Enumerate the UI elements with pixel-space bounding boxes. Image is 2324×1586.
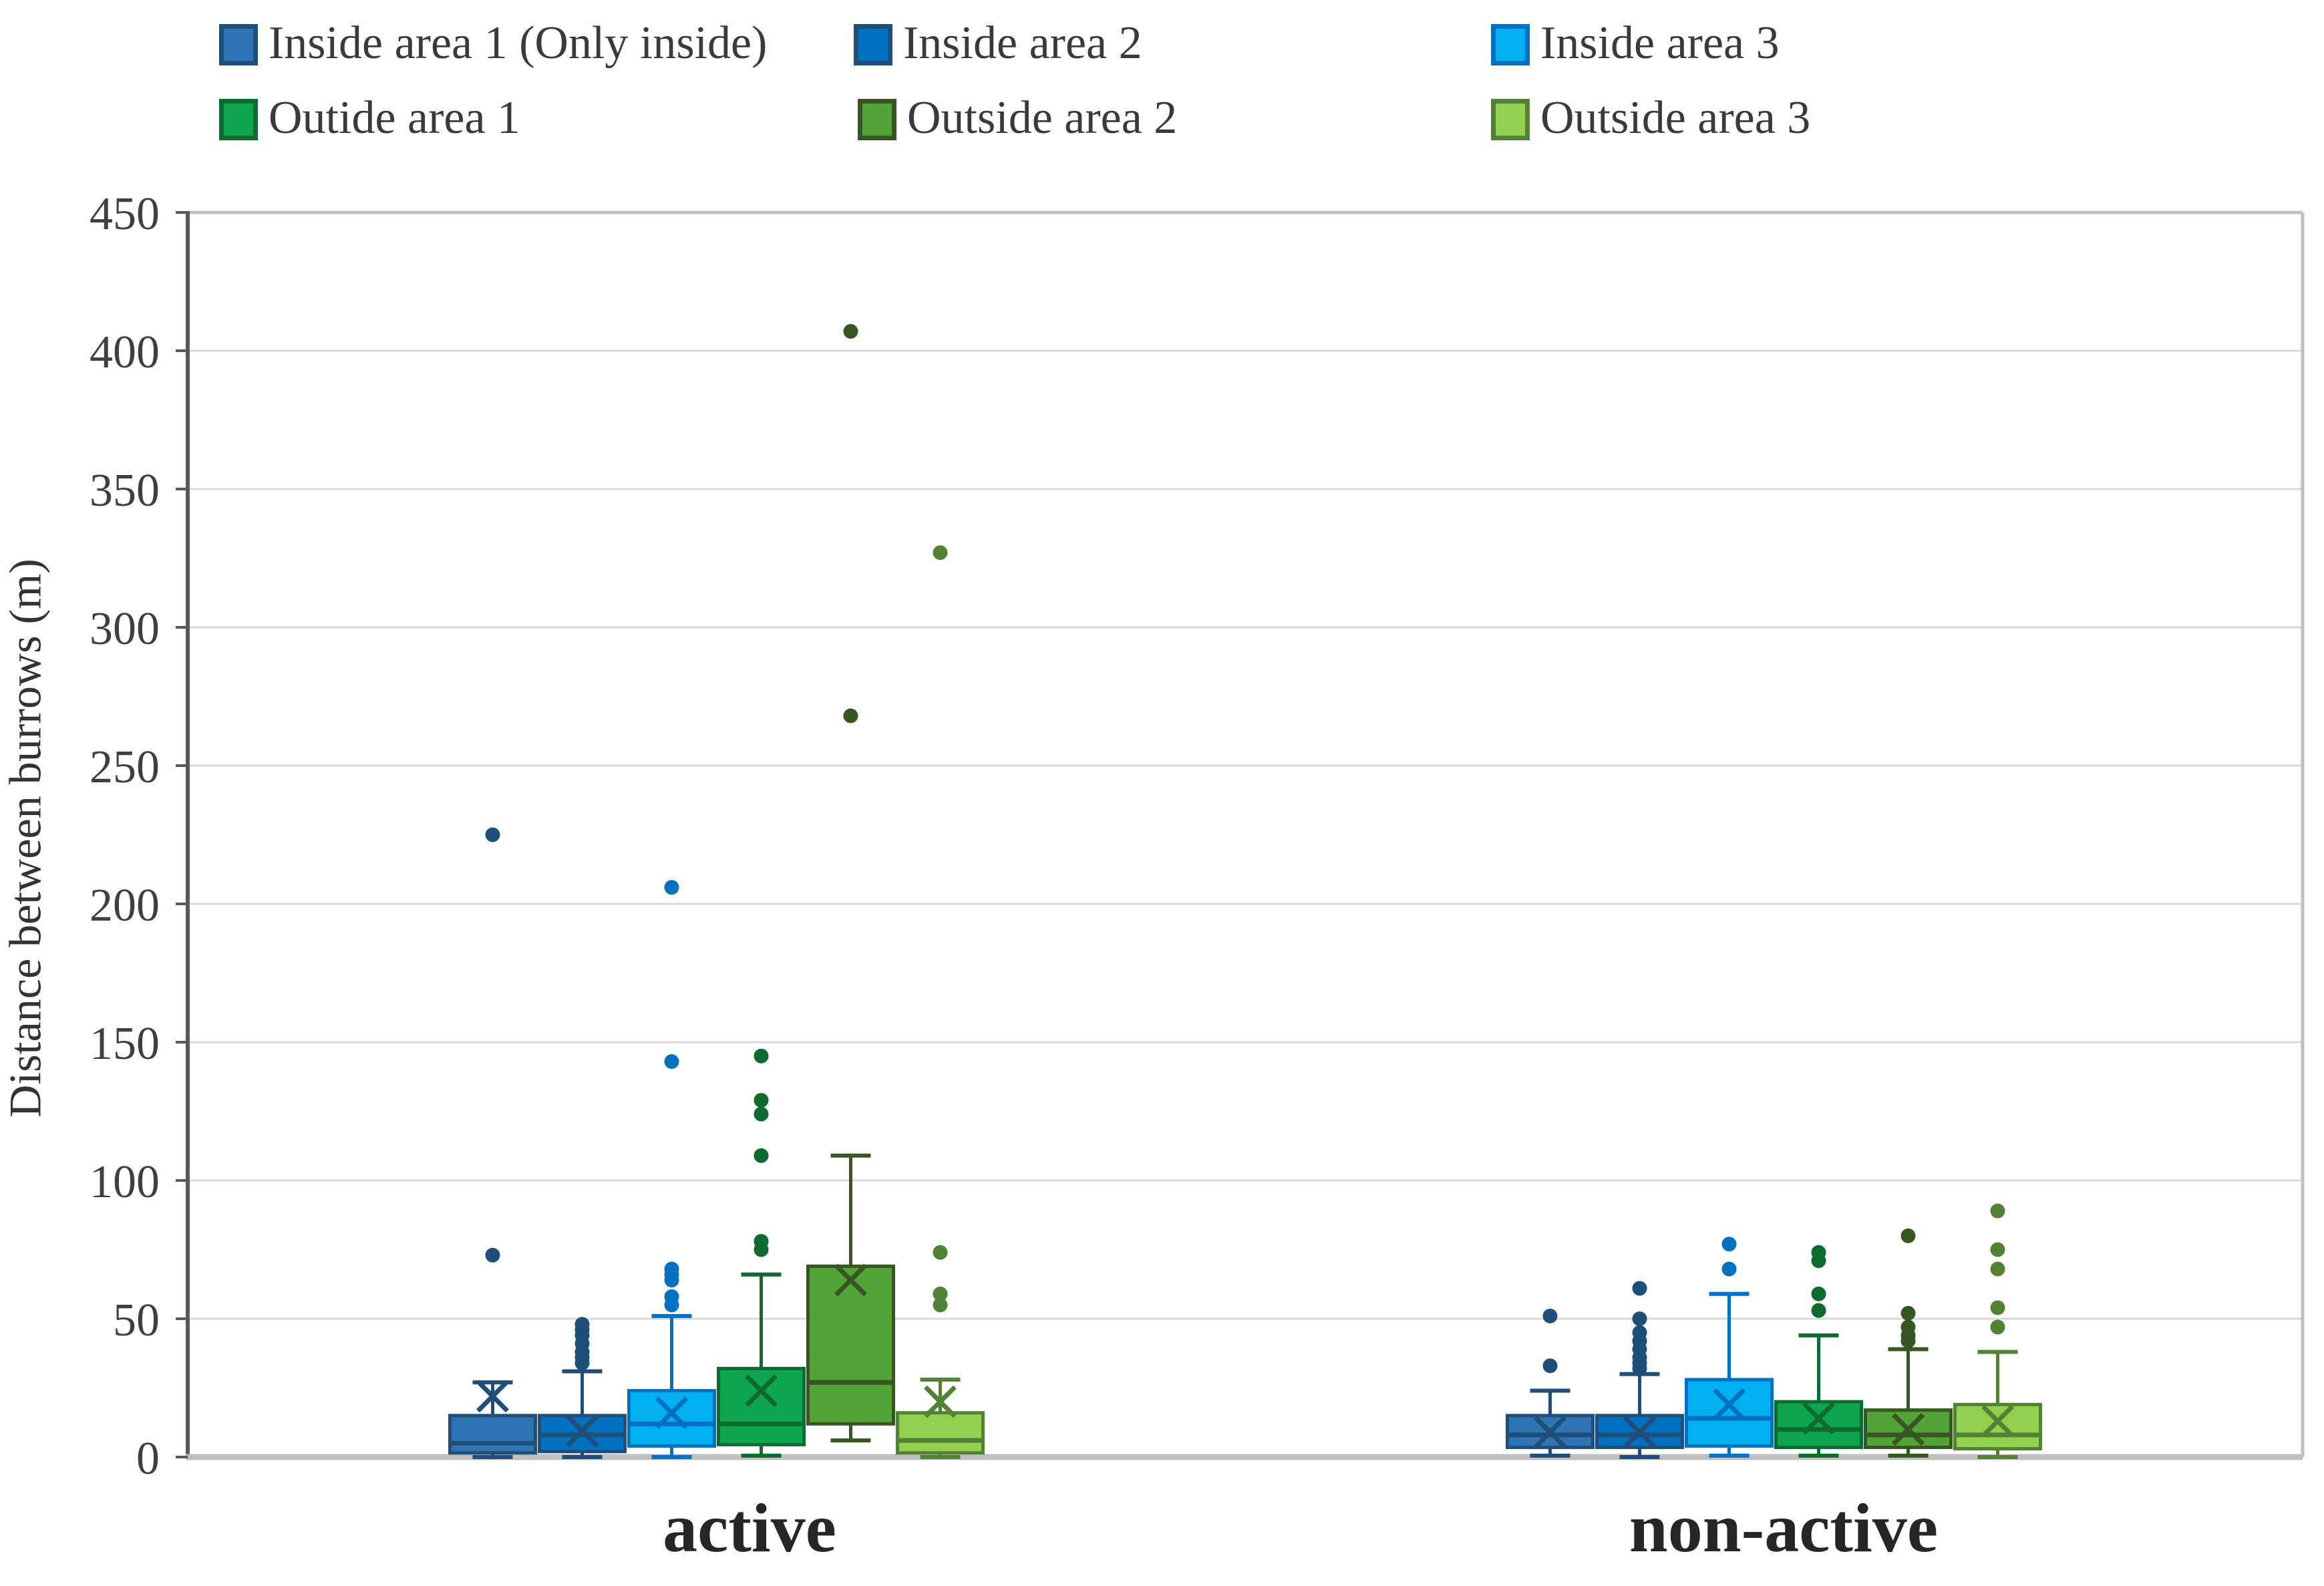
legend-label: Outside area 3 <box>1540 92 1811 144</box>
y-tick-label: 300 <box>90 603 160 655</box>
y-tick-label: 250 <box>90 742 160 793</box>
mean-marker-active-inside-area-1-only-inside- <box>476 1380 509 1413</box>
mean-marker-non-active-inside-area-3 <box>1713 1388 1746 1421</box>
box-non-active-outide-area-1[interactable] <box>1774 1400 1863 1450</box>
legend-label: Outide area 1 <box>269 92 521 144</box>
legend-swatch-inside-area-1-icon <box>219 24 258 65</box>
outlier-point-non-active-outside-area-3[interactable] <box>1990 1319 2005 1335</box>
outlier-point-active-outide-area-1[interactable] <box>754 1106 769 1122</box>
x-category-label-active: active <box>663 1490 836 1567</box>
box-active-outside-area-2[interactable] <box>806 1264 895 1426</box>
y-tick-label: 350 <box>90 465 160 516</box>
outlier-point-non-active-inside-area-1-only-inside-[interactable] <box>1542 1358 1558 1374</box>
outlier-point-non-active-outide-area-1[interactable] <box>1811 1245 1826 1260</box>
mean-marker-non-active-inside-area-1-only-inside- <box>1534 1416 1566 1449</box>
legend-item-inside-area-3[interactable]: Inside area 3 <box>1491 20 1780 67</box>
outlier-point-non-active-outside-area-3[interactable] <box>1990 1203 2005 1219</box>
outlier-point-non-active-inside-area-2[interactable] <box>1632 1281 1647 1296</box>
outlier-point-active-outide-area-1[interactable] <box>754 1148 769 1163</box>
outlier-point-active-inside-area-2[interactable] <box>574 1317 590 1332</box>
legend-swatch-inside-area-3-icon <box>1491 24 1530 65</box>
mean-marker-active-inside-area-2 <box>566 1414 599 1448</box>
outlier-point-non-active-inside-area-2[interactable] <box>1632 1325 1647 1340</box>
legend-item-inside-area-2[interactable]: Inside area 2 <box>854 20 1142 67</box>
outlier-point-active-outide-area-1[interactable] <box>754 1092 769 1108</box>
outlier-point-non-active-outside-area-2[interactable] <box>1900 1305 1916 1321</box>
outlier-point-non-active-inside-area-2[interactable] <box>1632 1311 1647 1326</box>
outlier-point-active-outside-area-3[interactable] <box>933 1286 948 1301</box>
legend-item-outside-area-2[interactable]: Outside area 2 <box>858 95 1177 142</box>
box-active-outside-area-3[interactable] <box>896 1411 985 1455</box>
outlier-point-active-inside-area-1-only-inside-[interactable] <box>485 827 500 842</box>
outlier-point-non-active-outside-area-2[interactable] <box>1900 1319 1916 1335</box>
legend-swatch-outside-area-2-icon <box>858 99 896 140</box>
outlier-point-active-outide-area-1[interactable] <box>754 1048 769 1064</box>
outlier-point-active-outside-area-3[interactable] <box>933 1245 948 1260</box>
legend-item-inside-area-1[interactable]: Inside area 1 (Only inside) <box>219 20 767 67</box>
outlier-point-active-outside-area-2[interactable] <box>843 324 858 339</box>
box-non-active-inside-area-2[interactable] <box>1595 1414 1684 1450</box>
mean-marker-non-active-outside-area-2 <box>1892 1413 1925 1446</box>
outlier-point-non-active-outside-area-3[interactable] <box>1990 1242 2005 1257</box>
outlier-point-non-active-outide-area-1[interactable] <box>1811 1303 1826 1318</box>
outlier-point-active-outside-area-3[interactable] <box>933 1297 948 1313</box>
y-tick-label: 0 <box>136 1433 160 1484</box>
mean-marker-non-active-inside-area-2 <box>1623 1416 1656 1449</box>
box-active-inside-area-1-only-inside-[interactable] <box>448 1414 537 1455</box>
mean-marker-active-inside-area-3 <box>655 1396 688 1430</box>
y-tick-label: 200 <box>90 880 160 931</box>
legend-swatch-outside-area-3-icon <box>1491 99 1530 140</box>
outlier-point-non-active-inside-area-3[interactable] <box>1721 1261 1737 1277</box>
legend-swatch-outside-area-1-icon <box>219 99 258 140</box>
legend-row-2: Outide area 1 Outside area 2 Outside are… <box>0 95 2324 168</box>
legend-row-1: Inside area 1 (Only inside) Inside area … <box>0 20 2324 94</box>
legend-label: Inside area 1 (Only inside) <box>269 17 768 69</box>
outlier-point-active-inside-area-3[interactable] <box>664 880 679 895</box>
legend-label: Outside area 2 <box>907 92 1178 144</box>
y-tick-label: 400 <box>90 327 160 378</box>
legend-label: Inside area 3 <box>1540 17 1780 69</box>
outlier-point-active-outside-area-3[interactable] <box>933 545 948 561</box>
outlier-point-active-inside-area-3[interactable] <box>664 1054 679 1069</box>
legend-swatch-inside-area-2-icon <box>854 24 892 65</box>
y-tick-label: 150 <box>90 1018 160 1070</box>
box-active-outide-area-1[interactable] <box>717 1367 806 1446</box>
y-tick-label: 450 <box>90 188 160 240</box>
box-active-inside-area-3[interactable] <box>627 1389 716 1448</box>
mean-marker-active-outside-area-3 <box>924 1385 957 1418</box>
legend-label: Inside area 2 <box>903 17 1142 69</box>
mean-marker-non-active-outside-area-3 <box>1981 1404 2014 1438</box>
legend-item-outside-area-1[interactable]: Outide area 1 <box>219 95 520 142</box>
x-category-label-non-active: non-active <box>1629 1490 1939 1567</box>
outlier-point-active-inside-area-3[interactable] <box>664 1289 679 1304</box>
outlier-point-non-active-outside-area-2[interactable] <box>1900 1228 1916 1243</box>
outlier-point-active-outide-area-1[interactable] <box>754 1234 769 1249</box>
mean-marker-active-outide-area-1 <box>745 1374 778 1408</box>
outlier-point-non-active-outside-area-3[interactable] <box>1990 1261 2005 1277</box>
box-non-active-outside-area-3[interactable] <box>1953 1402 2042 1451</box>
legend-item-outside-area-3[interactable]: Outside area 3 <box>1491 95 1810 142</box>
box-non-active-inside-area-3[interactable] <box>1685 1378 1774 1448</box>
y-tick-label: 100 <box>90 1156 160 1208</box>
outlier-point-non-active-outide-area-1[interactable] <box>1811 1286 1826 1301</box>
outlier-point-active-inside-area-1-only-inside-[interactable] <box>485 1247 500 1263</box>
outlier-point-non-active-inside-area-1-only-inside-[interactable] <box>1542 1308 1558 1323</box>
box-non-active-outside-area-2[interactable] <box>1864 1408 1953 1450</box>
outlier-point-active-outside-area-2[interactable] <box>843 708 858 724</box>
outlier-point-active-inside-area-3[interactable] <box>664 1261 679 1277</box>
mean-marker-non-active-outide-area-1 <box>1802 1402 1835 1435</box>
mean-marker-active-outside-area-2 <box>834 1263 867 1297</box>
outlier-point-non-active-outside-area-3[interactable] <box>1990 1300 2005 1315</box>
y-tick-label: 50 <box>113 1295 160 1346</box>
outlier-point-non-active-inside-area-3[interactable] <box>1721 1237 1737 1252</box>
